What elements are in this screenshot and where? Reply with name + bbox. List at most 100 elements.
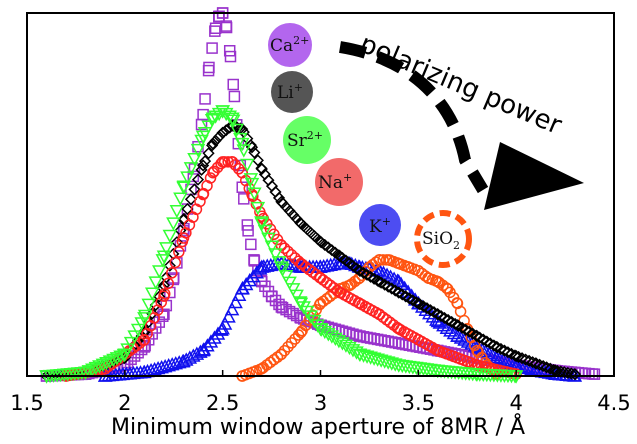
- curve-marker: [385, 282, 398, 295]
- curve-marker: [495, 352, 511, 367]
- curve-marker: [156, 282, 169, 295]
- curve-marker: [207, 330, 222, 344]
- curve-marker: [396, 288, 409, 301]
- curve-marker: [540, 361, 553, 374]
- curve-marker: [432, 315, 448, 329]
- curve-marker: [289, 289, 304, 303]
- curve-marker: [236, 144, 252, 158]
- data-point: [244, 177, 260, 192]
- curve-marker: [519, 353, 532, 366]
- ion-sr-circle: [283, 116, 331, 164]
- curve-marker: [269, 294, 282, 307]
- curve-marker: [285, 337, 298, 349]
- curve-marker: [392, 286, 405, 299]
- curve-marker: [197, 127, 213, 141]
- curve-marker: [427, 306, 441, 319]
- curve-marker: [353, 264, 367, 278]
- curve-marker: [206, 139, 219, 152]
- curve-marker: [459, 323, 472, 336]
- data-point: [236, 181, 248, 193]
- curve-marker: [242, 273, 257, 287]
- curve-marker: [488, 350, 504, 364]
- curve-marker: [180, 171, 195, 185]
- curve-marker: [492, 351, 507, 365]
- curve-marker: [217, 316, 233, 330]
- curve-marker: [357, 266, 370, 279]
- curve-marker: [159, 242, 174, 256]
- curve-marker: [113, 350, 128, 364]
- curve-marker: [368, 272, 381, 285]
- curve-marker: [182, 350, 198, 364]
- curve-marker: [468, 339, 481, 352]
- curve-marker: [209, 134, 222, 147]
- curve-marker: [203, 334, 219, 348]
- curve-marker: [225, 156, 238, 168]
- curve-marker: [515, 352, 529, 365]
- curve-marker: [450, 328, 465, 342]
- curve-marker: [484, 337, 497, 350]
- data-point: [224, 50, 237, 63]
- curve-marker: [158, 288, 171, 300]
- curve-marker: [477, 333, 490, 346]
- curve-marker: [512, 350, 525, 363]
- curve-marker: [324, 330, 340, 344]
- curve-marker: [229, 123, 245, 138]
- curve-marker: [547, 363, 560, 377]
- curve-marker: [220, 20, 232, 32]
- x-tick-label: 4: [509, 391, 522, 415]
- curve-marker: [213, 10, 225, 23]
- curve-marker: [229, 159, 241, 171]
- curve-marker: [278, 270, 294, 284]
- curve-marker: [218, 107, 234, 122]
- curve-marker: [238, 276, 254, 291]
- curve-marker: [247, 187, 262, 201]
- curve-marker: [289, 252, 301, 264]
- ion-li-circle: [271, 71, 313, 113]
- curve-marker: [282, 341, 294, 353]
- ion-ca: Ca2+: [268, 23, 312, 67]
- curve-marker: [304, 226, 317, 239]
- curve-marker: [173, 192, 188, 206]
- curve-marker: [85, 363, 100, 377]
- curve-marker: [431, 308, 444, 321]
- curve-marker: [183, 162, 199, 176]
- curve-marker: [199, 93, 211, 105]
- x-tick-label: 4.5: [597, 391, 630, 415]
- curve-marker: [250, 201, 266, 216]
- x-tick-label: 2: [118, 391, 131, 415]
- curve-marker: [299, 305, 315, 320]
- curve-marker: [289, 333, 301, 345]
- curve-marker: [275, 348, 287, 361]
- curve-marker: [81, 365, 97, 379]
- curve-marker: [169, 256, 182, 269]
- curve-marker: [361, 268, 374, 281]
- curve-marker: [257, 224, 273, 239]
- curve-marker: [202, 147, 215, 160]
- curve-marker: [137, 309, 153, 324]
- curve-marker: [271, 351, 284, 363]
- ion-na-circle: [315, 158, 363, 206]
- curve-marker: [232, 163, 245, 175]
- curve-marker: [439, 320, 455, 334]
- data-point: [157, 279, 171, 292]
- ion-na-label: Na+: [318, 171, 352, 193]
- curve-marker: [473, 331, 486, 344]
- curve-marker: [216, 126, 229, 139]
- curve-marker: [558, 366, 571, 379]
- curve-marker: [224, 302, 240, 316]
- curve-marker: [166, 267, 178, 279]
- curve-marker: [231, 287, 247, 302]
- curve-marker: [222, 156, 234, 168]
- curve-marker: [120, 343, 135, 357]
- curve-marker: [213, 130, 226, 143]
- curve-marker: [413, 298, 426, 311]
- curve-marker: [181, 202, 194, 216]
- curve-marker: [457, 332, 472, 346]
- curve-marker: [92, 360, 107, 374]
- curve-marker: [134, 337, 146, 349]
- curve-marker: [443, 323, 458, 337]
- curve-marker: [99, 357, 114, 371]
- curve-marker: [210, 326, 226, 340]
- curve-marker: [296, 301, 311, 315]
- curve-marker: [254, 216, 269, 230]
